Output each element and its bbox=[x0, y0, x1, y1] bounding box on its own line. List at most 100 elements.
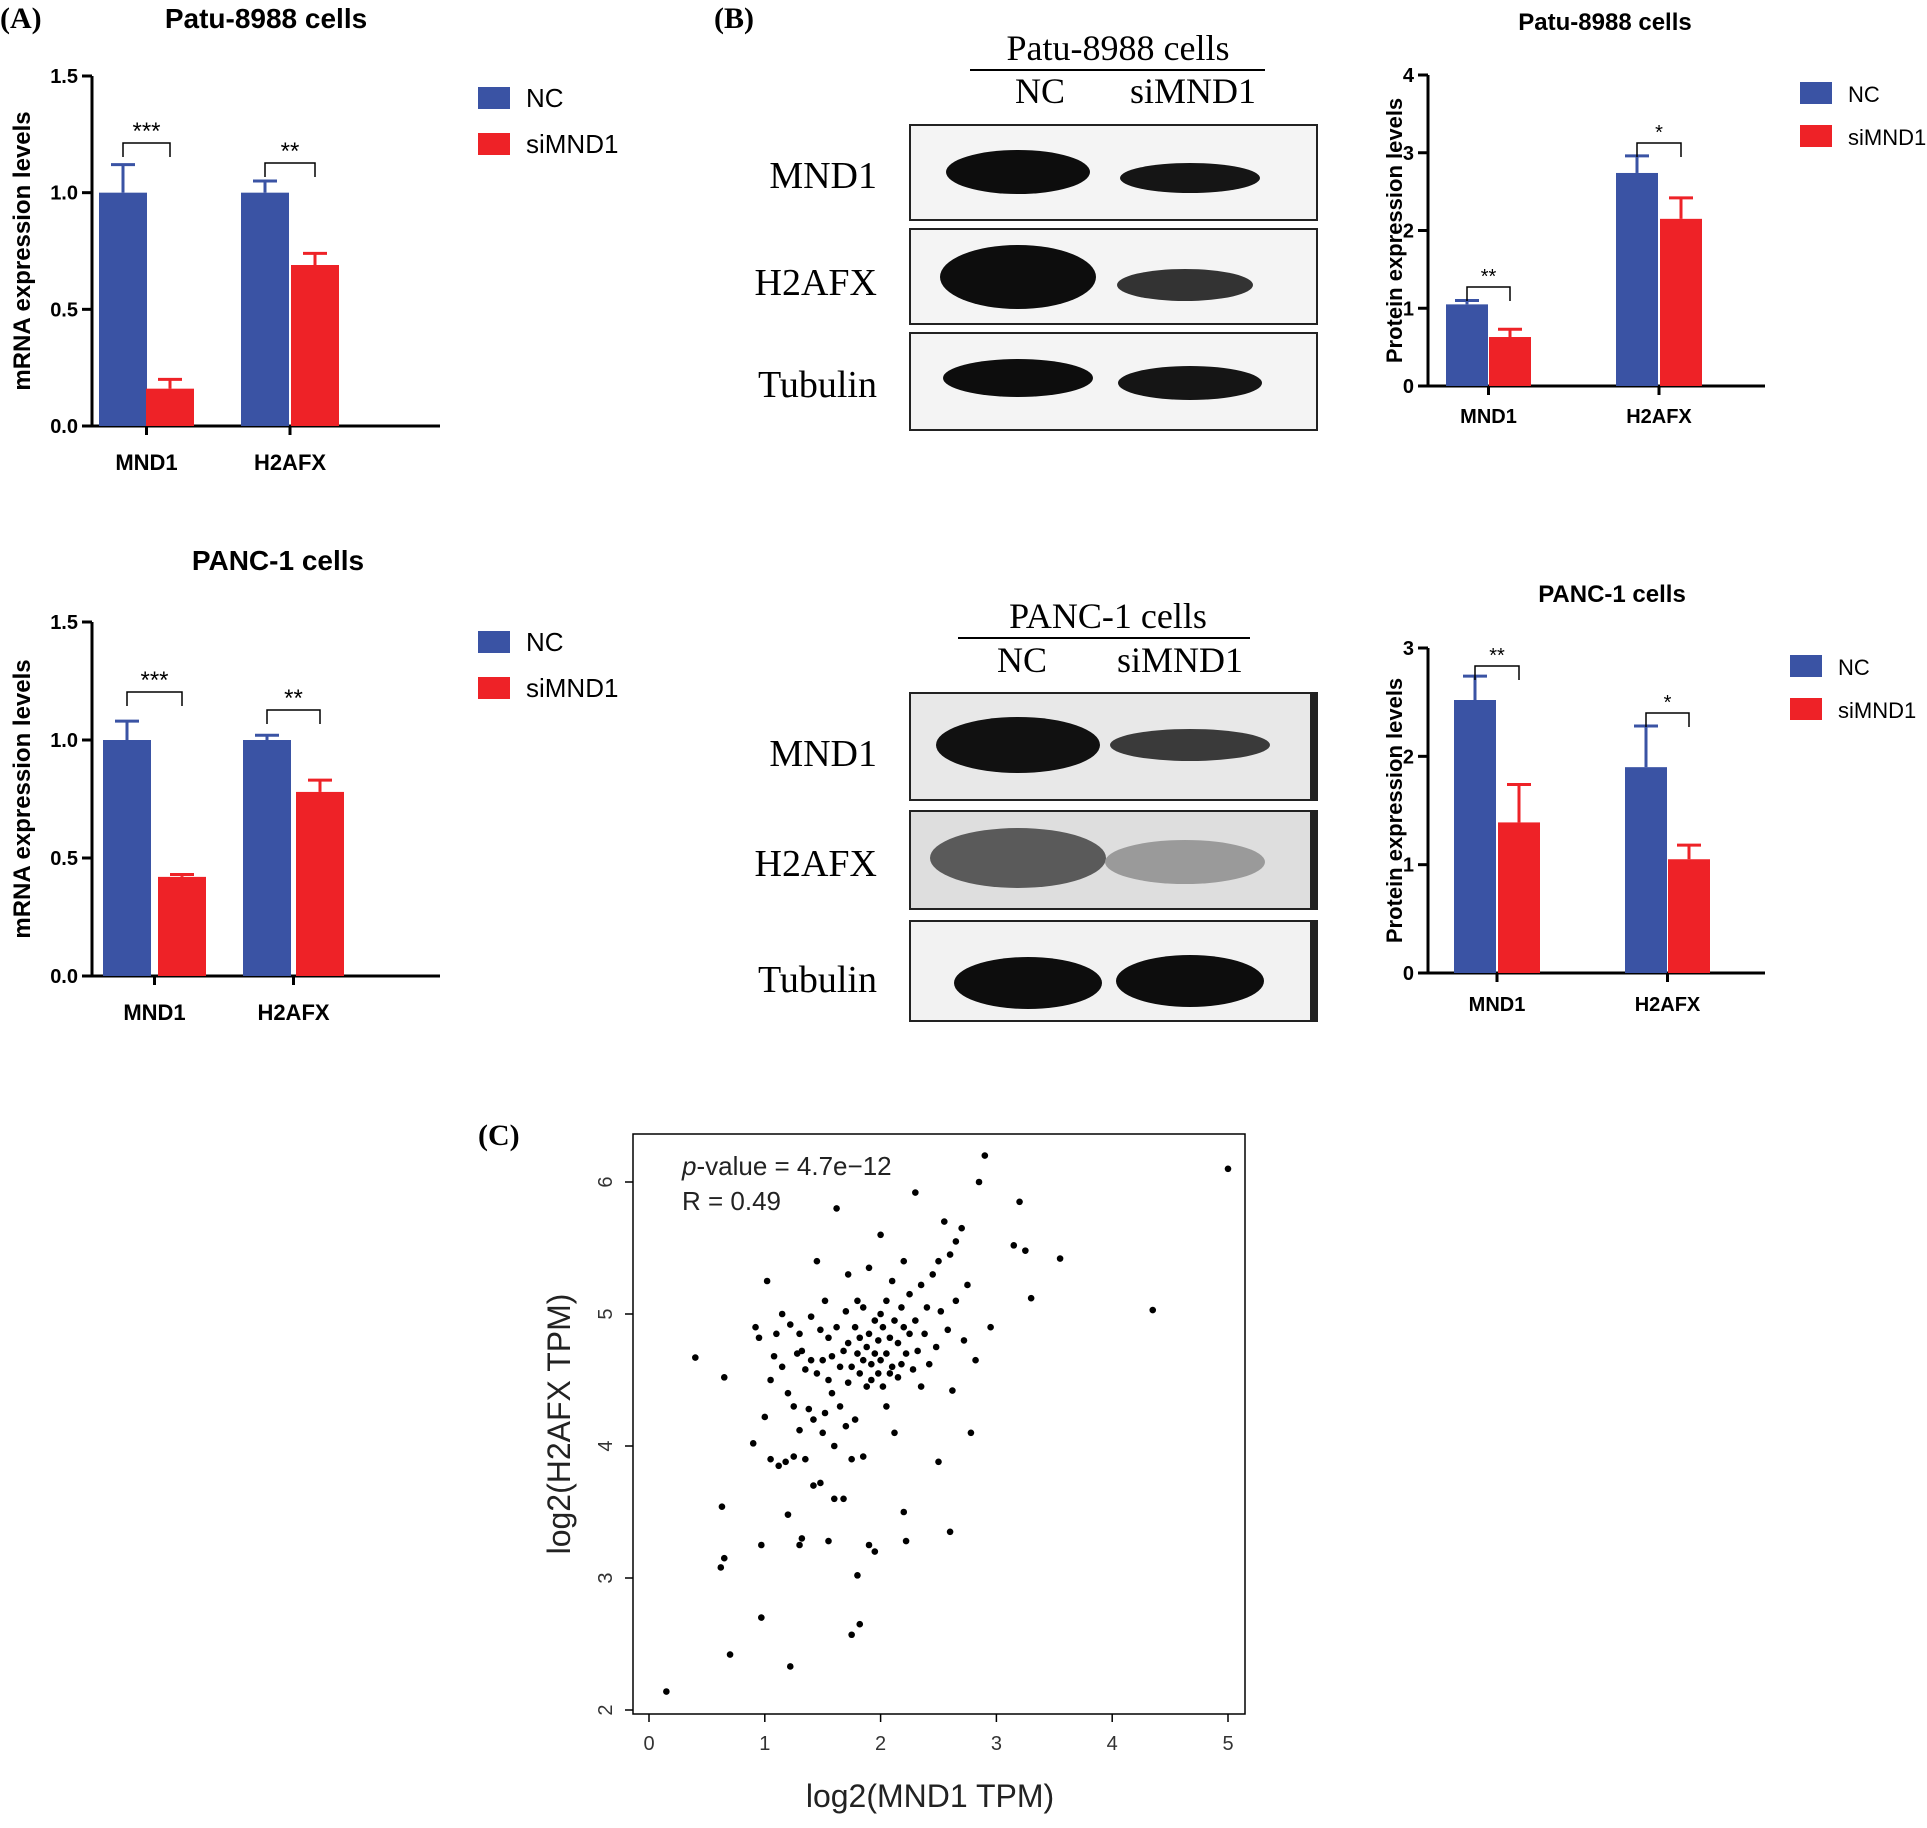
scatter-point bbox=[894, 1374, 902, 1381]
blot-lane-label: siMND1 bbox=[1130, 71, 1256, 111]
scatter-point bbox=[761, 1413, 769, 1421]
scatter-point bbox=[810, 1482, 817, 1489]
significance-bracket bbox=[126, 691, 183, 706]
y-tick-label: 3 bbox=[1403, 143, 1414, 165]
scatter-point bbox=[886, 1334, 894, 1342]
scatter-point bbox=[888, 1277, 896, 1285]
blot-row-label: MND1 bbox=[769, 733, 877, 775]
y-axis-label: log2(H2AFX TPM) bbox=[541, 1294, 577, 1555]
x-tick-label: MND1 bbox=[123, 1000, 185, 1025]
legend-label: siMND1 bbox=[1838, 698, 1916, 723]
legend-label: siMND1 bbox=[526, 673, 618, 703]
legend-label: NC bbox=[526, 83, 564, 113]
western-blot-patu: Patu-8988 cells NC siMND1 MND1 H2AFX Tub… bbox=[755, 28, 1318, 431]
scatter-point bbox=[906, 1290, 913, 1298]
significance-label: ** bbox=[284, 685, 303, 712]
scatter-point bbox=[844, 1339, 852, 1347]
scatter-point bbox=[767, 1376, 774, 1384]
bar bbox=[291, 265, 339, 426]
scatter-point bbox=[935, 1257, 942, 1265]
blot-title: PANC-1 cells bbox=[1009, 596, 1207, 636]
scatter-point bbox=[900, 1323, 908, 1331]
scatter-point bbox=[802, 1455, 809, 1463]
scatter-point bbox=[865, 1264, 873, 1272]
legend-swatch bbox=[1790, 655, 1822, 677]
blot-lane-label: NC bbox=[997, 640, 1047, 680]
y-tick-label: 6 bbox=[595, 1176, 617, 1187]
scatter-point bbox=[1016, 1198, 1023, 1206]
scatter-point bbox=[874, 1337, 882, 1344]
blot-band bbox=[936, 717, 1100, 773]
bar bbox=[103, 740, 151, 976]
scatter-point bbox=[967, 1429, 975, 1437]
blot-band bbox=[946, 150, 1090, 194]
annotation-pvalue: p-value = 4.7e−12 bbox=[681, 1151, 892, 1181]
scatter-point bbox=[848, 1363, 855, 1371]
significance-label: * bbox=[1664, 692, 1672, 714]
y-tick-label: 4 bbox=[595, 1440, 617, 1451]
scatter-point bbox=[1224, 1165, 1232, 1173]
scatter-point bbox=[917, 1281, 925, 1289]
blot-lane-label: NC bbox=[1015, 71, 1065, 111]
scatter-point bbox=[718, 1503, 726, 1511]
scatter-point bbox=[749, 1440, 757, 1447]
scatter-frame bbox=[632, 1133, 1246, 1715]
scatter-point bbox=[848, 1631, 855, 1639]
x-axis-label: log2(MND1 TPM) bbox=[806, 1778, 1054, 1814]
annotation-p-text: -value = 4.7e−12 bbox=[696, 1151, 891, 1181]
blot-strip-edge bbox=[1310, 693, 1318, 800]
legend-swatch bbox=[1800, 82, 1832, 104]
scatter-point bbox=[856, 1334, 864, 1342]
scatter-point bbox=[909, 1366, 917, 1373]
scatter-point bbox=[833, 1205, 840, 1212]
scatter-point bbox=[836, 1363, 844, 1371]
significance-bracket bbox=[1636, 142, 1682, 157]
scatter-point bbox=[921, 1330, 928, 1338]
scatter-point bbox=[877, 1310, 884, 1318]
blot-row-label: Tubulin bbox=[758, 364, 877, 406]
blot-band bbox=[943, 359, 1093, 397]
x-tick-label: 2 bbox=[875, 1733, 886, 1755]
scatter-point bbox=[842, 1308, 850, 1315]
scatter-point bbox=[778, 1310, 786, 1318]
scatter-point bbox=[958, 1224, 965, 1232]
blot-band bbox=[1120, 163, 1260, 193]
bar bbox=[99, 192, 147, 426]
y-tick-label: 2 bbox=[595, 1704, 617, 1715]
legend-swatch bbox=[478, 87, 510, 109]
scatter-point bbox=[842, 1422, 850, 1430]
chart-title: PANC-1 cells bbox=[192, 545, 364, 576]
scatter-point bbox=[796, 1541, 803, 1549]
scatter-point bbox=[758, 1614, 765, 1621]
scatter-point bbox=[851, 1416, 859, 1423]
scatter-point bbox=[952, 1297, 960, 1305]
bar-chart-protein-panc: PANC-1 cells Protein expression levels 0 1 2… bbox=[1382, 581, 1916, 1016]
y-tick-label: 2 bbox=[1403, 221, 1414, 243]
x-tick-label: MND1 bbox=[1460, 406, 1517, 428]
bar bbox=[1498, 822, 1540, 973]
y-tick-label: 1.0 bbox=[50, 183, 78, 205]
scatter-point bbox=[902, 1537, 910, 1545]
scatter-point bbox=[782, 1458, 789, 1466]
y-tick-label: 2 bbox=[1403, 746, 1414, 768]
scatter-point bbox=[848, 1455, 855, 1463]
y-axis-label: Protein expression levels bbox=[1382, 98, 1407, 363]
blot-row-label: H2AFX bbox=[755, 843, 877, 885]
legend-label: NC bbox=[526, 627, 564, 657]
scatter-point bbox=[717, 1564, 725, 1571]
scatter-point bbox=[720, 1374, 728, 1381]
scatter-point bbox=[828, 1389, 836, 1397]
scatter-point bbox=[883, 1297, 890, 1305]
scatter-point bbox=[833, 1323, 840, 1331]
x-tick-label: 3 bbox=[991, 1733, 1002, 1755]
legend-label: NC bbox=[1848, 82, 1880, 107]
scatter-point bbox=[902, 1350, 910, 1357]
panel-label-a: (A) bbox=[0, 2, 42, 35]
scatter-point bbox=[932, 1343, 940, 1351]
blot-row-label: MND1 bbox=[769, 155, 877, 197]
scatter-point bbox=[925, 1360, 933, 1368]
blot-strip-edge bbox=[1310, 811, 1318, 909]
scatter-point bbox=[836, 1403, 844, 1410]
blot-band bbox=[1118, 366, 1262, 400]
y-tick-label: 0 bbox=[1403, 963, 1414, 985]
